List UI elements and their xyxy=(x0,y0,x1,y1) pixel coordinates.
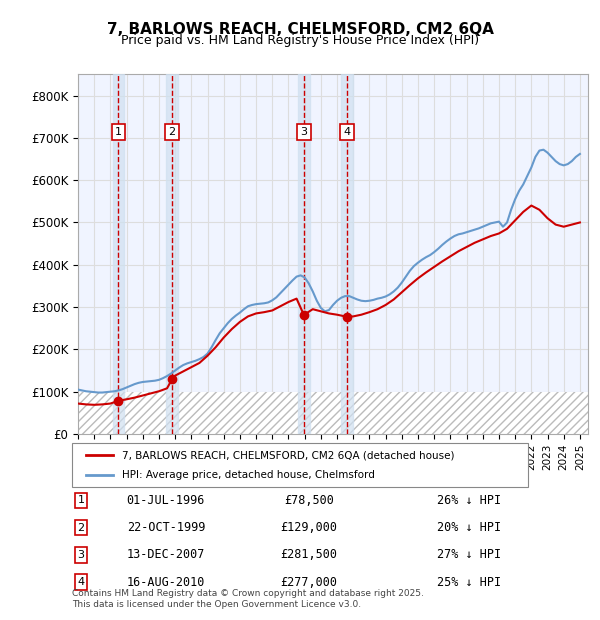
Text: 7, BARLOWS REACH, CHELMSFORD, CM2 6QA (detached house): 7, BARLOWS REACH, CHELMSFORD, CM2 6QA (d… xyxy=(122,451,455,461)
Text: 22-OCT-1999: 22-OCT-1999 xyxy=(127,521,205,534)
Text: 16-AUG-2010: 16-AUG-2010 xyxy=(127,576,205,588)
Text: £78,500: £78,500 xyxy=(284,494,334,507)
Text: 1: 1 xyxy=(115,127,122,137)
Bar xyxy=(113,74,124,434)
Text: 1: 1 xyxy=(77,495,85,505)
Text: £277,000: £277,000 xyxy=(281,576,338,588)
Text: 4: 4 xyxy=(344,127,350,137)
Text: 4: 4 xyxy=(77,577,85,587)
Text: Price paid vs. HM Land Registry's House Price Index (HPI): Price paid vs. HM Land Registry's House … xyxy=(121,34,479,47)
FancyBboxPatch shape xyxy=(72,443,528,487)
Bar xyxy=(341,74,353,434)
Bar xyxy=(166,74,178,434)
Text: £281,500: £281,500 xyxy=(281,549,338,561)
Text: 01-JUL-1996: 01-JUL-1996 xyxy=(127,494,205,507)
Text: 2: 2 xyxy=(77,523,85,533)
Text: 13-DEC-2007: 13-DEC-2007 xyxy=(127,549,205,561)
Bar xyxy=(298,74,310,434)
Text: 2: 2 xyxy=(169,127,175,137)
Text: £129,000: £129,000 xyxy=(281,521,338,534)
Text: Contains HM Land Registry data © Crown copyright and database right 2025.
This d: Contains HM Land Registry data © Crown c… xyxy=(72,590,424,609)
Text: 27% ↓ HPI: 27% ↓ HPI xyxy=(437,549,501,561)
Text: 26% ↓ HPI: 26% ↓ HPI xyxy=(437,494,501,507)
Text: 20% ↓ HPI: 20% ↓ HPI xyxy=(437,521,501,534)
Text: 7, BARLOWS REACH, CHELMSFORD, CM2 6QA: 7, BARLOWS REACH, CHELMSFORD, CM2 6QA xyxy=(107,22,493,37)
Text: HPI: Average price, detached house, Chelmsford: HPI: Average price, detached house, Chel… xyxy=(122,469,375,479)
Text: 3: 3 xyxy=(77,550,85,560)
Text: 3: 3 xyxy=(301,127,307,137)
Text: 25% ↓ HPI: 25% ↓ HPI xyxy=(437,576,501,588)
